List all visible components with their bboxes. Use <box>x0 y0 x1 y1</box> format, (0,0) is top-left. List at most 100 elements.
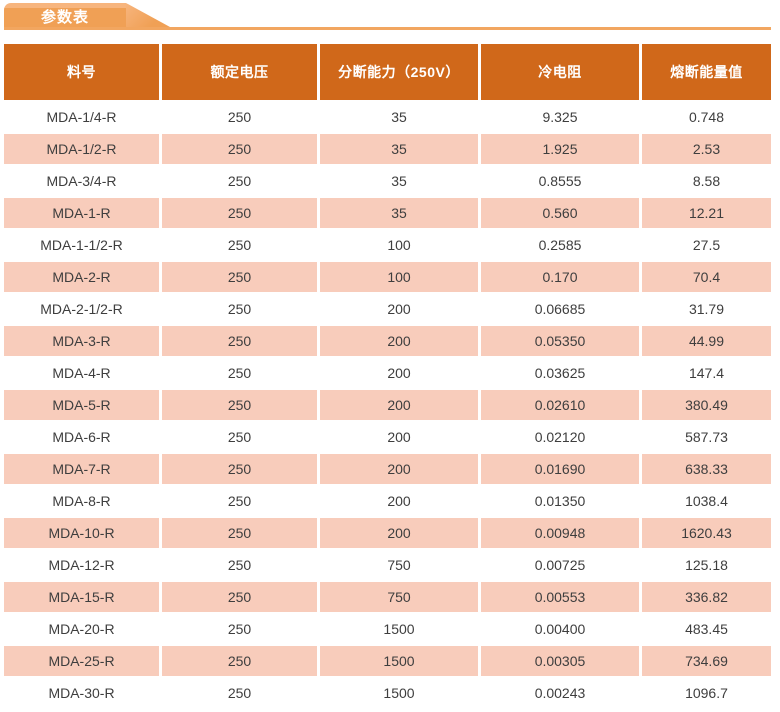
tab-label: 参数表 <box>40 9 89 26</box>
table-row: MDA-5-R 250 200 0.02610 380.49 <box>4 390 771 422</box>
table-cell: 200 <box>320 326 481 358</box>
table-cell: 250 <box>162 678 320 710</box>
table-cell: 200 <box>320 486 481 518</box>
table-row: MDA-6-R 250 200 0.02120 587.73 <box>4 422 771 454</box>
table-cell: 9.325 <box>481 102 642 134</box>
table-cell: 250 <box>162 518 320 550</box>
table-row: MDA-10-R 250 200 0.00948 1620.43 <box>4 518 771 550</box>
table-cell: 200 <box>320 294 481 326</box>
table-cell: 1500 <box>320 614 481 646</box>
table-cell: 1620.43 <box>642 518 771 550</box>
table-cell: 27.5 <box>642 230 771 262</box>
table-cell: 1.925 <box>481 134 642 166</box>
table-cell: 0.00948 <box>481 518 642 550</box>
table-cell: 0.8555 <box>481 166 642 198</box>
table-cell: 35 <box>320 134 481 166</box>
table-cell: MDA-10-R <box>4 518 162 550</box>
table-cell: 200 <box>320 454 481 486</box>
table-cell: 0.00305 <box>481 646 642 678</box>
table-cell: 0.06685 <box>481 294 642 326</box>
table-cell: MDA-5-R <box>4 390 162 422</box>
table-cell: 250 <box>162 390 320 422</box>
table-cell: 250 <box>162 230 320 262</box>
table-cell: 0.2585 <box>481 230 642 262</box>
table-cell: MDA-3/4-R <box>4 166 162 198</box>
table-cell: 250 <box>162 102 320 134</box>
column-header-melting-energy: 熔断能量值 <box>642 44 771 102</box>
table-row: MDA-20-R 250 1500 0.00400 483.45 <box>4 614 771 646</box>
table-header-row: 料号 额定电压 分断能力（250V） 冷电阻 熔断能量值 <box>4 44 771 102</box>
table-cell: 0.05350 <box>481 326 642 358</box>
table-cell: 44.99 <box>642 326 771 358</box>
table-cell: 638.33 <box>642 454 771 486</box>
table-cell: 0.170 <box>481 262 642 294</box>
table-cell: 250 <box>162 646 320 678</box>
table-cell: 250 <box>162 198 320 230</box>
table-cell: 35 <box>320 102 481 134</box>
table-cell: 734.69 <box>642 646 771 678</box>
table-cell: MDA-6-R <box>4 422 162 454</box>
table-row: MDA-7-R 250 200 0.01690 638.33 <box>4 454 771 486</box>
table-cell: MDA-2-R <box>4 262 162 294</box>
table-row: MDA-1/4-R 250 35 9.325 0.748 <box>4 102 771 134</box>
table-row: MDA-1/2-R 250 35 1.925 2.53 <box>4 134 771 166</box>
table-cell: 100 <box>320 262 481 294</box>
table-row: MDA-25-R 250 1500 0.00305 734.69 <box>4 646 771 678</box>
table-cell: MDA-15-R <box>4 582 162 614</box>
table-cell: 0.748 <box>642 102 771 134</box>
table-cell: 1500 <box>320 678 481 710</box>
table-cell: 250 <box>162 358 320 390</box>
table-cell: 8.58 <box>642 166 771 198</box>
tab-bar: 参数表 <box>4 3 771 30</box>
table-row: MDA-15-R 250 750 0.00553 336.82 <box>4 582 771 614</box>
column-header-breaking-capacity: 分断能力（250V） <box>320 44 481 102</box>
table-row: MDA-1-R 250 35 0.560 12.21 <box>4 198 771 230</box>
table-cell: MDA-8-R <box>4 486 162 518</box>
table-row: MDA-2-R 250 100 0.170 70.4 <box>4 262 771 294</box>
tab-parameters[interactable]: 参数表 <box>4 3 170 27</box>
table-cell: 2.53 <box>642 134 771 166</box>
table-cell: MDA-1/2-R <box>4 134 162 166</box>
table-cell: 483.45 <box>642 614 771 646</box>
table-cell: 125.18 <box>642 550 771 582</box>
table-cell: 12.21 <box>642 198 771 230</box>
table-cell: 0.00725 <box>481 550 642 582</box>
table-cell: 0.02610 <box>481 390 642 422</box>
table-cell: 0.03625 <box>481 358 642 390</box>
table-cell: 250 <box>162 550 320 582</box>
table-cell: MDA-2-1/2-R <box>4 294 162 326</box>
table-cell: 200 <box>320 518 481 550</box>
table-cell: MDA-12-R <box>4 550 162 582</box>
table-cell: MDA-7-R <box>4 454 162 486</box>
table-cell: MDA-1/4-R <box>4 102 162 134</box>
table-cell: 250 <box>162 166 320 198</box>
table-cell: 250 <box>162 422 320 454</box>
tab-slant-decoration <box>126 3 170 27</box>
table-cell: 0.01690 <box>481 454 642 486</box>
table-row: MDA-12-R 250 750 0.00725 125.18 <box>4 550 771 582</box>
table-cell: 70.4 <box>642 262 771 294</box>
table-cell: 0.02120 <box>481 422 642 454</box>
table-cell: 250 <box>162 294 320 326</box>
column-header-rated-voltage: 额定电压 <box>162 44 320 102</box>
table-cell: 250 <box>162 454 320 486</box>
table-cell: 587.73 <box>642 422 771 454</box>
table-cell: 250 <box>162 262 320 294</box>
table-cell: 0.00553 <box>481 582 642 614</box>
table-cell: 35 <box>320 166 481 198</box>
table-cell: 336.82 <box>642 582 771 614</box>
table-cell: 100 <box>320 230 481 262</box>
table-cell: MDA-1-1/2-R <box>4 230 162 262</box>
table-cell: MDA-30-R <box>4 678 162 710</box>
table-body: MDA-1/4-R 250 35 9.325 0.748 MDA-1/2-R 250 35 1.… <box>4 102 771 710</box>
table-cell: 200 <box>320 390 481 422</box>
table-cell: 35 <box>320 198 481 230</box>
table-cell: MDA-3-R <box>4 326 162 358</box>
table-cell: MDA-4-R <box>4 358 162 390</box>
table-row: MDA-3-R 250 200 0.05350 44.99 <box>4 326 771 358</box>
table-cell: 200 <box>320 358 481 390</box>
table-cell: 380.49 <box>642 390 771 422</box>
table-cell: 250 <box>162 582 320 614</box>
table-cell: 0.00243 <box>481 678 642 710</box>
